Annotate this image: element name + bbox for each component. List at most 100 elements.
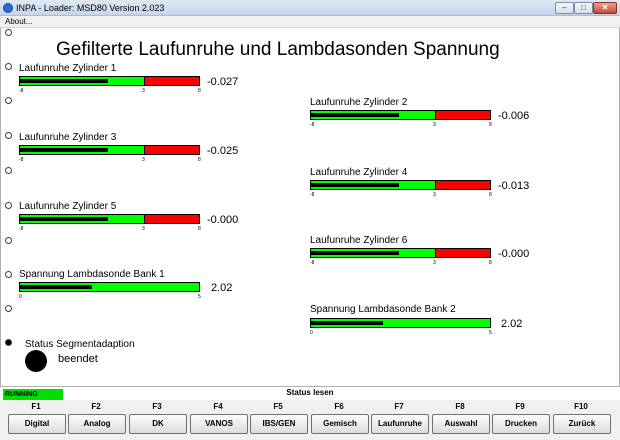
gauge-label: Laufunruhe Zylinder 3	[19, 132, 117, 143]
tick-max: 8	[489, 260, 492, 266]
f4-vanos-button[interactable]: VANOS	[190, 414, 248, 434]
tick-min: -8	[310, 260, 315, 266]
row-selector-circle[interactable]	[5, 63, 12, 70]
tick-mid: 3	[433, 260, 436, 266]
tick-max: 8	[198, 157, 201, 163]
gauge-red-zone	[434, 249, 490, 257]
gauge-fill	[20, 217, 108, 221]
tick-mid: 3	[433, 122, 436, 128]
fkey-label: F7	[394, 402, 404, 411]
f5-ibs-gen-button[interactable]: IBS/GEN	[250, 414, 308, 434]
app-icon	[3, 3, 13, 13]
fkey-label: F9	[515, 402, 525, 411]
gauge-bar	[310, 318, 491, 328]
window-title: INPA - Loader: MSD80 Version 2.023	[16, 3, 165, 13]
gauge-value: -0.006	[498, 110, 530, 122]
running-indicator: RUNNING	[3, 389, 63, 401]
f6-gemisch-button[interactable]: Gemisch	[311, 414, 369, 434]
page-title: Gefilterte Laufunruhe und Lambdasonden S…	[56, 39, 500, 60]
tick-min: 0	[19, 294, 22, 300]
gauge-bar	[19, 214, 200, 224]
gauge-label: Laufunruhe Zylinder 1	[19, 63, 117, 74]
gauge-value: 2.02	[501, 318, 523, 330]
tick-min: 0	[310, 330, 313, 336]
gauge-bar	[19, 282, 200, 292]
main-display: Gefilterte Laufunruhe und Lambdasonden S…	[0, 28, 620, 386]
gauge-red-zone	[143, 146, 199, 154]
gauge-value: -0.000	[207, 214, 239, 226]
tick-max: 8	[489, 122, 492, 128]
fkey-label: F10	[574, 402, 588, 411]
title-bar: INPA - Loader: MSD80 Version 2.023 – □ ✕	[0, 0, 620, 16]
gauge-fill	[311, 251, 399, 255]
gauge-red-zone	[434, 111, 490, 119]
tick-max: 5	[489, 330, 492, 336]
maximize-button[interactable]: □	[574, 2, 593, 14]
status-label: Status Segmentadaption	[25, 339, 135, 350]
row-selector-circle[interactable]	[5, 271, 12, 278]
fkey-label: F3	[152, 402, 162, 411]
gauge-label: Spannung Lambdasonde Bank 2	[310, 304, 456, 315]
fkey-label: F5	[273, 402, 283, 411]
row-selector-circle[interactable]	[5, 97, 12, 104]
gauge-bar	[310, 180, 491, 190]
tick-max: 8	[489, 192, 492, 198]
minimize-button[interactable]: –	[555, 2, 574, 14]
tick-mid: 3	[142, 226, 145, 232]
gauge-label: Laufunruhe Zylinder 2	[310, 97, 408, 108]
gauge-fill	[311, 321, 383, 325]
row-selector-circle[interactable]	[5, 202, 12, 209]
fkey-label: F4	[213, 402, 223, 411]
tick-max: 5	[198, 294, 201, 300]
f2-analog-button[interactable]: Analog	[68, 414, 126, 434]
gauge-label: Laufunruhe Zylinder 5	[19, 201, 117, 212]
tick-min: -8	[19, 226, 24, 232]
menu-bar: About...	[0, 16, 620, 28]
status-indicator-dot	[25, 350, 47, 372]
gauge-value: 2.02	[211, 282, 233, 294]
f3-dk-button[interactable]: DK	[129, 414, 187, 434]
gauge-value: -0.025	[207, 145, 239, 157]
gauge-label: Laufunruhe Zylinder 6	[310, 235, 408, 246]
status-value: beendet	[58, 353, 98, 365]
f10-zurueck-button[interactable]: Zurück	[553, 414, 611, 434]
gauge-fill	[20, 148, 108, 152]
row-selector-circle[interactable]	[5, 29, 12, 36]
f7-laufunruhe-button[interactable]: Laufunruhe	[371, 414, 429, 434]
tick-min: -8	[19, 157, 24, 163]
gauge-bar	[310, 110, 491, 120]
gauge-label: Spannung Lambdasonde Bank 1	[19, 269, 165, 280]
f1-digital-button[interactable]: Digital	[8, 414, 66, 434]
close-button[interactable]: ✕	[593, 2, 617, 14]
function-key-bar: F1 F2 F3 F4 F5 F6 F7 F8 F9 F10 Digital A…	[0, 400, 620, 440]
gauge-fill	[311, 113, 399, 117]
row-selector-circle[interactable]	[5, 167, 12, 174]
row-selector-circle-active[interactable]	[5, 339, 12, 346]
fkey-label: F8	[455, 402, 465, 411]
tick-mid: 3	[433, 192, 436, 198]
fkey-label: F6	[334, 402, 344, 411]
fkey-label: F1	[31, 402, 41, 411]
gauge-bar	[19, 76, 200, 86]
gauge-bar	[19, 145, 200, 155]
row-selector-circle[interactable]	[5, 237, 12, 244]
gauge-fill	[311, 183, 399, 187]
gauge-red-zone	[143, 215, 199, 223]
gauge-label: Laufunruhe Zylinder 4	[310, 167, 408, 178]
gauge-value: -0.000	[498, 248, 530, 260]
tick-max: 8	[198, 88, 201, 94]
tick-mid: 3	[142, 88, 145, 94]
gauge-red-zone	[143, 77, 199, 85]
gauge-fill	[20, 79, 108, 83]
gauge-value: -0.027	[207, 76, 239, 88]
tick-min: -8	[310, 122, 315, 128]
gauge-fill	[20, 285, 92, 289]
f8-auswahl-button[interactable]: Auswahl	[432, 414, 490, 434]
row-selector-circle[interactable]	[5, 305, 12, 312]
tick-mid: 3	[142, 157, 145, 163]
menu-about[interactable]: About...	[5, 17, 33, 26]
row-selector-circle[interactable]	[5, 132, 12, 139]
status-center-text: Status lesen	[286, 388, 334, 397]
tick-max: 8	[198, 226, 201, 232]
f9-drucken-button[interactable]: Drucken	[492, 414, 550, 434]
